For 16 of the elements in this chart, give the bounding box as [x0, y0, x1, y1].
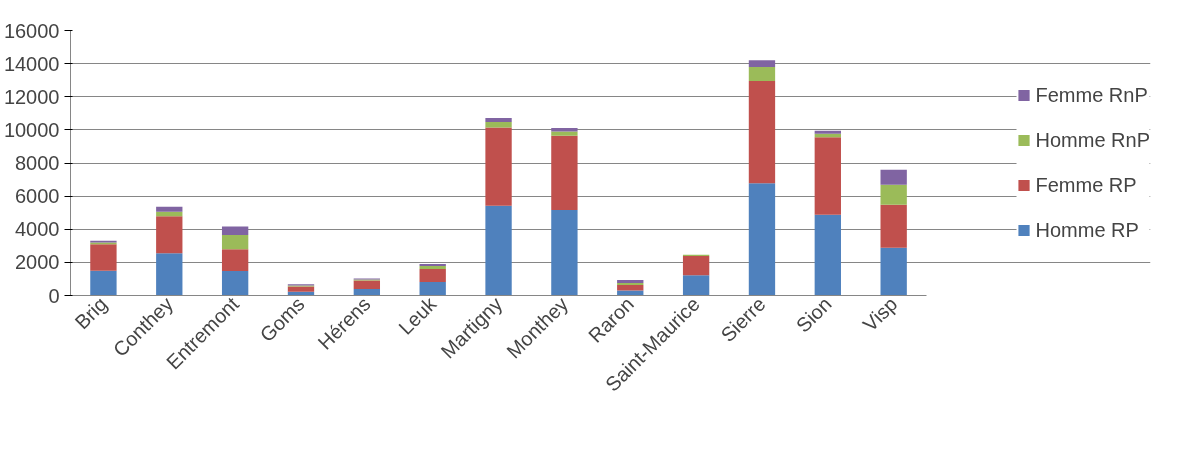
y-tick-label: 10000: [3, 118, 60, 141]
x-tick-label: Brig: [70, 292, 112, 334]
y-tick-label: 14000: [3, 52, 60, 75]
y-tick-label: 4000: [15, 218, 60, 241]
y-tick-label: 8000: [15, 152, 60, 174]
x-tick-label: Sion: [791, 292, 836, 337]
legend-label: Homme RP: [1035, 218, 1139, 242]
y-tick-label: 12000: [3, 85, 60, 108]
legend-label: Femme RP: [1035, 173, 1137, 197]
y-tick-label: 6000: [15, 185, 60, 208]
legend-label: Femme RnP: [1035, 83, 1148, 107]
legend-label: Homme RnP: [1035, 128, 1150, 152]
y-tick-label: 16000: [3, 19, 60, 42]
x-tick-label: Visp: [858, 292, 902, 336]
y-tick-label: 0: [48, 284, 60, 307]
y-tick-label: 2000: [15, 251, 60, 274]
